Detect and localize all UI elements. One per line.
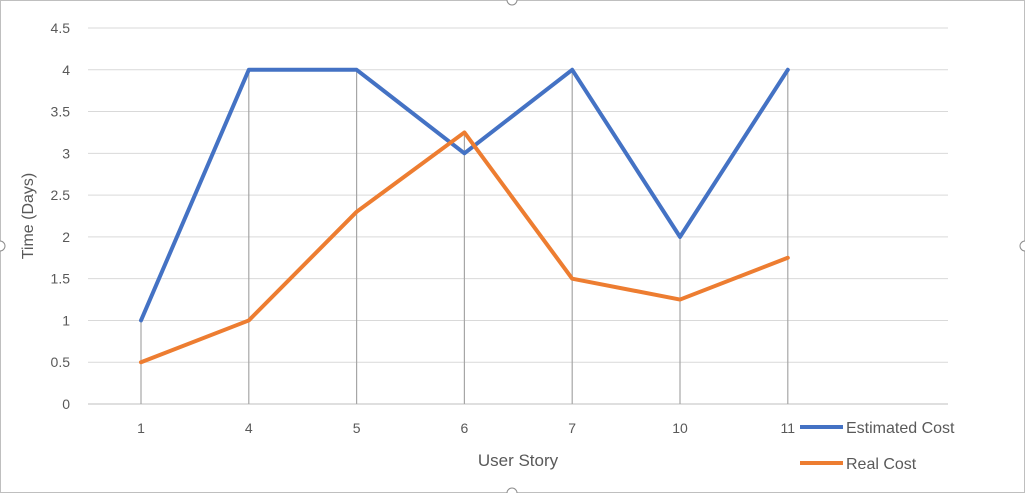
x-axis-title: User Story	[478, 451, 559, 470]
y-axis-ticks: 0 0.5 1 1.5 2 2.5 3 3.5 4 4.5	[51, 20, 71, 412]
legend: Estimated Cost Real Cost	[800, 420, 955, 473]
x-axis-ticks: 1 4 5 6 7 10 11	[137, 420, 795, 436]
gridlines	[88, 27, 948, 405]
x-tick-label: 4	[245, 420, 253, 436]
drop-lines	[140, 69, 789, 404]
x-tick-label: 7	[568, 420, 576, 436]
resize-handle-right[interactable]	[1019, 240, 1025, 252]
x-tick-label: 11	[781, 420, 796, 436]
series-line-real-cost	[139, 130, 790, 365]
y-tick-label: 4.5	[51, 20, 71, 36]
x-tick-label: 5	[353, 420, 361, 436]
resize-handle-left[interactable]	[0, 240, 6, 252]
series-lines	[139, 67, 790, 365]
y-tick-label: 0	[62, 396, 70, 412]
y-tick-label: 0.5	[51, 354, 71, 370]
y-tick-label: 4	[62, 62, 70, 78]
y-tick-label: 2.5	[51, 187, 71, 203]
y-tick-label: 3	[62, 145, 70, 161]
y-tick-label: 1.5	[51, 271, 71, 287]
legend-label: Real Cost	[846, 456, 917, 473]
x-tick-label: 10	[672, 420, 688, 436]
y-tick-label: 2	[62, 229, 70, 245]
x-tick-label: 1	[137, 420, 145, 436]
y-axis-title: Time (Days)	[20, 173, 37, 260]
x-tick-label: 6	[461, 420, 469, 436]
y-tick-label: 1	[62, 312, 70, 328]
legend-label: Estimated Cost	[846, 420, 955, 437]
series-line-estimated-cost	[139, 67, 790, 323]
resize-handle-top[interactable]	[506, 0, 518, 6]
resize-handle-bottom[interactable]	[506, 487, 518, 498]
y-tick-label: 3.5	[51, 104, 71, 120]
